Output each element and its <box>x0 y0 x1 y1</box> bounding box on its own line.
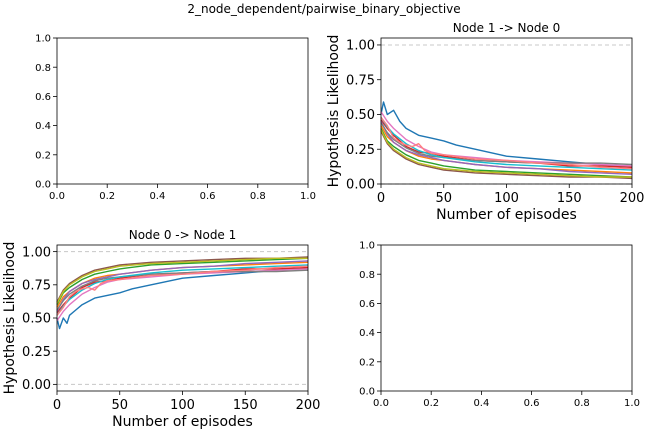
x-tick-label: 150 <box>233 398 258 413</box>
subplot-top-right: 0 50 100 150 200 0.00 0.25 0.50 0.75 1.00 Node 1 -… <box>326 21 644 223</box>
y-tick-label: 0.0 <box>359 387 375 398</box>
x-tick-label: 0.2 <box>99 191 115 202</box>
x-tick-label: 0.6 <box>524 398 540 409</box>
series-line-11 <box>380 116 633 170</box>
x-tick-label: 150 <box>557 191 582 206</box>
series-line-5 <box>56 260 309 312</box>
series-line-9 <box>56 257 308 304</box>
x-tick-label: 200 <box>620 191 645 206</box>
x-tick-label: 50 <box>435 191 452 206</box>
y-tick-label: 0.8 <box>35 63 51 74</box>
y-tick-label: 0.50 <box>22 312 51 327</box>
x-tick-label: 1.0 <box>300 191 316 202</box>
series-line-6 <box>380 130 633 180</box>
subplot-bottom-right: 0.0 0.2 0.4 0.6 0.8 1.0 0.0 0.2 0.4 0.6 0.8 1.0 <box>359 241 640 409</box>
x-tick-label: 1.0 <box>624 398 640 409</box>
x-tick-label: 0.6 <box>200 191 216 202</box>
y-tick-label: 0.4 <box>359 328 375 339</box>
x-tick-label: 100 <box>170 398 195 413</box>
x-tick-label: 0.0 <box>373 398 389 409</box>
series-line-1 <box>56 266 309 330</box>
x-tick-label: 100 <box>494 191 519 206</box>
axes-frame <box>56 37 309 185</box>
y-axis-label: Hypothesis Likelihood <box>2 242 18 395</box>
x-tick-label: 0.8 <box>250 191 266 202</box>
subplot-title: Node 0 -> Node 1 <box>129 228 237 242</box>
y-tick-label: 0.2 <box>35 150 51 161</box>
x-axis-label: Number of episodes <box>436 207 577 223</box>
axes-frame <box>380 244 633 392</box>
y-tick-label: 0.50 <box>346 108 375 123</box>
y-tick-label: 0.75 <box>346 73 375 88</box>
x-tick-label: 0.2 <box>423 398 439 409</box>
series-line-1 <box>380 101 633 168</box>
series-line-9 <box>380 129 632 178</box>
y-tick-label: 0.6 <box>35 92 51 103</box>
x-tick-label: 0 <box>53 398 61 413</box>
x-tick-label: 0.4 <box>473 398 489 409</box>
y-tick-label: 0.0 <box>35 180 51 191</box>
y-tick-label: 0.00 <box>22 378 51 393</box>
y-tick-label: 1.00 <box>22 245 51 260</box>
y-tick-label: 0.2 <box>359 357 375 368</box>
y-tick-label: 0.25 <box>346 143 375 158</box>
x-tick-label: 0 <box>377 191 385 206</box>
x-axis-label: Number of episodes <box>112 414 253 430</box>
x-tick-label: 0.8 <box>574 398 590 409</box>
x-tick-label: 0.4 <box>149 191 165 202</box>
y-tick-label: 0.00 <box>346 178 375 193</box>
subplot-top-left: 0.0 0.2 0.4 0.6 0.8 1.0 0.0 0.2 0.4 0.6 0.8 1.0 <box>35 34 316 202</box>
y-tick-label: 0.4 <box>35 121 51 132</box>
y-axis-label: Hypothesis Likelihood <box>326 35 342 188</box>
x-tick-label: 0.0 <box>49 191 65 202</box>
series-line-7 <box>380 111 633 167</box>
x-tick-label: 50 <box>111 398 128 413</box>
series-line-10 <box>380 116 633 171</box>
subplot-title: Node 1 -> Node 0 <box>453 21 561 35</box>
y-tick-label: 0.6 <box>359 299 375 310</box>
y-tick-label: 1.00 <box>346 39 375 54</box>
y-tick-label: 1.0 <box>359 241 375 252</box>
series-line-4 <box>380 119 633 168</box>
y-tick-label: 0.75 <box>22 278 51 293</box>
series-line-3 <box>56 257 309 306</box>
series-line-5 <box>380 121 633 175</box>
subplot-bottom-left: 0 50 100 150 200 0.00 0.25 0.50 0.75 1.00 Node 0 -… <box>2 228 320 430</box>
series-line-6 <box>56 256 309 303</box>
series-line-11 <box>56 265 309 316</box>
x-tick-label: 200 <box>296 398 321 413</box>
y-tick-label: 1.0 <box>35 34 51 45</box>
series-line-7 <box>56 268 309 322</box>
y-tick-label: 0.8 <box>359 270 375 281</box>
figure-suptitle: 2_node_dependent/pairwise_binary_objecti… <box>187 2 460 16</box>
series-line-3 <box>380 128 633 178</box>
y-tick-label: 0.25 <box>22 345 51 360</box>
series-line-10 <box>56 264 309 316</box>
